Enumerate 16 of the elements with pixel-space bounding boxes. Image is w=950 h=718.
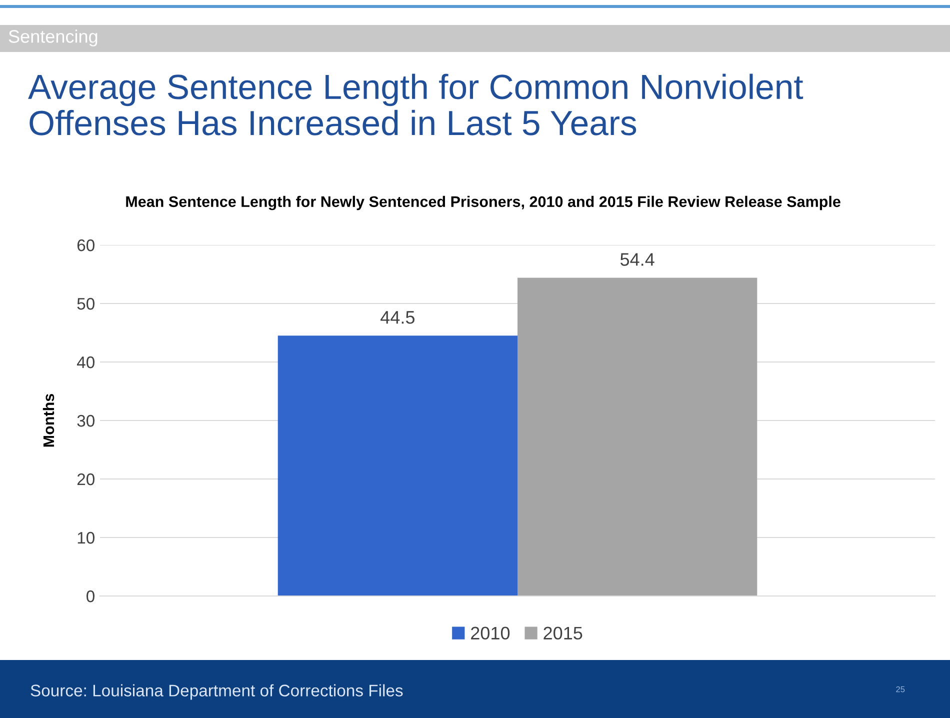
- y-tick-label: 40: [76, 356, 94, 368]
- source-note: Source: Louisiana Department of Corrections Files: [30, 684, 403, 700]
- y-axis-title: Months: [42, 394, 54, 447]
- data-label: 54.4: [620, 253, 654, 266]
- y-tick-label: 0: [86, 590, 94, 602]
- y-tick-label: 30: [77, 414, 94, 427]
- data-label: 44.5: [380, 311, 414, 324]
- y-tick-label: 50: [77, 298, 94, 310]
- chart-title: Average Sentence Length for Common Nonviolent Offenses Has Increased in Last 5 Years: [28, 74, 804, 136]
- chart-subtitle: Mean Sentence Length for Newly Sentenced Prisoners, 2010 and 2015 File Review Release Sample: [126, 196, 840, 210]
- legend-label: 2010: [471, 626, 510, 640]
- legend-label: 2015: [544, 626, 582, 640]
- y-tick-label: 60: [77, 239, 94, 252]
- text: 25: [896, 686, 905, 692]
- y-tick-label: 20: [77, 473, 94, 486]
- y-tick-label: 10: [78, 532, 94, 544]
